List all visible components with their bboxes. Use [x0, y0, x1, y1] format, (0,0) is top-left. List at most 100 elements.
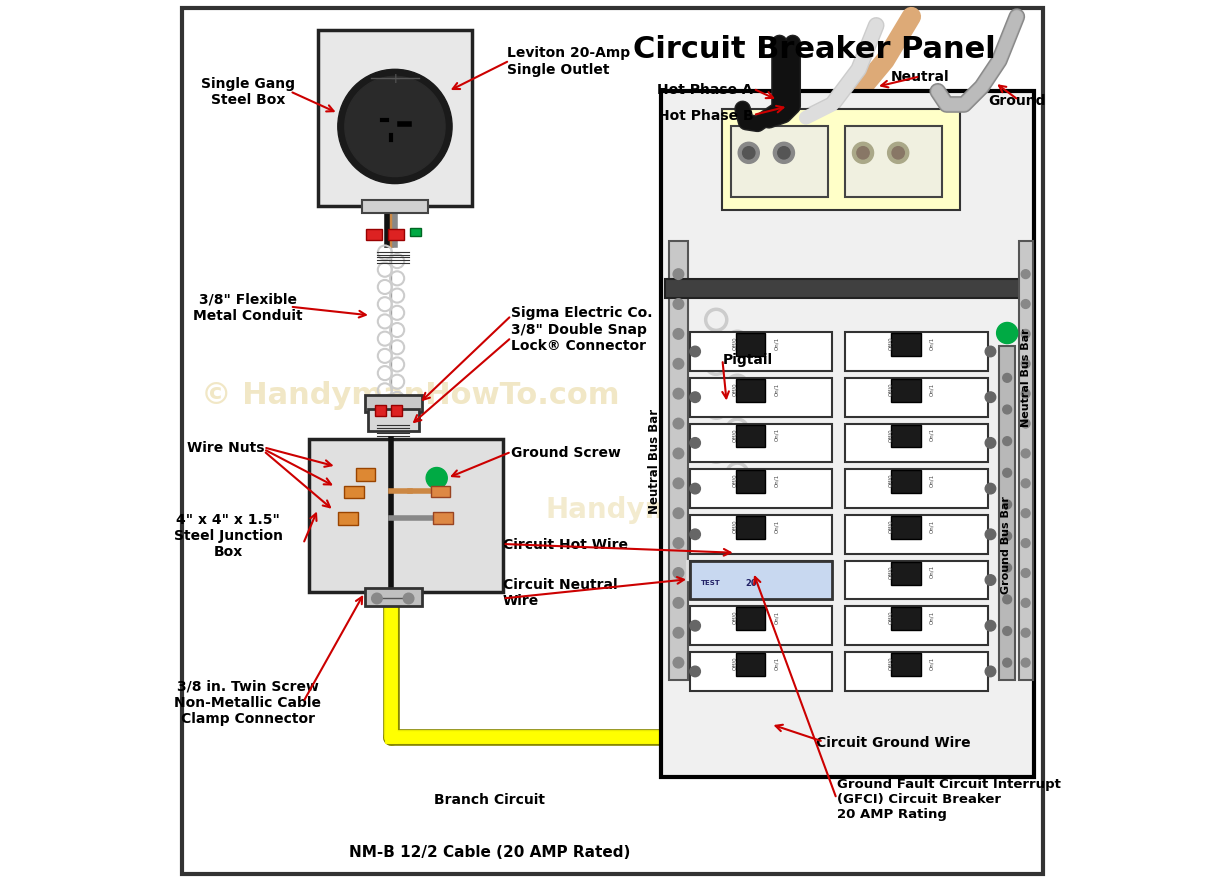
Circle shape — [674, 508, 684, 519]
Text: Ground Fault Circuit Interrupt
(GFCI) Circuit Breaker
20 AMP Rating: Ground Fault Circuit Interrupt (GFCI) Ci… — [837, 778, 1061, 820]
Circle shape — [888, 143, 909, 164]
Text: Off/0: Off/0 — [733, 565, 737, 578]
Text: On/1: On/1 — [930, 382, 935, 395]
Circle shape — [403, 594, 414, 604]
Circle shape — [985, 438, 996, 449]
FancyBboxPatch shape — [845, 378, 987, 417]
Circle shape — [1022, 330, 1030, 339]
Circle shape — [853, 143, 873, 164]
Circle shape — [690, 484, 701, 494]
FancyBboxPatch shape — [891, 653, 921, 676]
Circle shape — [1022, 360, 1030, 369]
Text: On/1: On/1 — [774, 565, 779, 578]
FancyBboxPatch shape — [735, 379, 766, 402]
FancyBboxPatch shape — [690, 652, 832, 691]
Circle shape — [1003, 532, 1012, 541]
FancyBboxPatch shape — [845, 652, 987, 691]
Circle shape — [1003, 406, 1012, 414]
FancyBboxPatch shape — [690, 470, 832, 508]
Circle shape — [742, 148, 755, 160]
FancyBboxPatch shape — [891, 516, 921, 539]
FancyBboxPatch shape — [365, 395, 421, 413]
FancyBboxPatch shape — [845, 333, 987, 371]
Text: On/1: On/1 — [774, 336, 779, 349]
Circle shape — [690, 392, 701, 403]
FancyBboxPatch shape — [690, 561, 832, 600]
FancyBboxPatch shape — [723, 110, 959, 211]
FancyBboxPatch shape — [845, 607, 987, 645]
Text: TEST: TEST — [701, 579, 720, 586]
FancyBboxPatch shape — [669, 241, 688, 680]
Text: On/1: On/1 — [930, 565, 935, 578]
Text: 20: 20 — [746, 578, 757, 587]
FancyBboxPatch shape — [735, 653, 766, 676]
Text: Off/0: Off/0 — [733, 428, 737, 441]
FancyBboxPatch shape — [690, 424, 832, 463]
FancyBboxPatch shape — [391, 406, 402, 416]
Text: 4" x 4" x 1.5"
Steel Junction
Box: 4" x 4" x 1.5" Steel Junction Box — [174, 513, 283, 558]
FancyBboxPatch shape — [690, 561, 832, 600]
Text: Off/0: Off/0 — [888, 382, 893, 395]
FancyBboxPatch shape — [434, 513, 452, 524]
FancyBboxPatch shape — [735, 425, 766, 448]
Circle shape — [1003, 500, 1012, 509]
FancyBboxPatch shape — [845, 515, 987, 554]
Circle shape — [1003, 437, 1012, 446]
Text: Off/0: Off/0 — [888, 428, 893, 441]
Text: Off/0: Off/0 — [733, 519, 737, 532]
Circle shape — [997, 323, 1018, 344]
FancyBboxPatch shape — [891, 562, 921, 585]
FancyBboxPatch shape — [369, 410, 419, 432]
Circle shape — [985, 575, 996, 586]
Text: Circuit Neutral
Wire: Circuit Neutral Wire — [502, 578, 617, 608]
Text: Off/0: Off/0 — [888, 656, 893, 669]
Text: Wire Nuts: Wire Nuts — [187, 441, 265, 455]
Text: Hot Phase A: Hot Phase A — [658, 83, 753, 97]
Circle shape — [1022, 479, 1030, 488]
Circle shape — [985, 347, 996, 357]
Circle shape — [674, 568, 684, 579]
FancyBboxPatch shape — [355, 469, 375, 481]
Circle shape — [1022, 599, 1030, 608]
Text: On/1: On/1 — [930, 656, 935, 669]
FancyBboxPatch shape — [665, 279, 1030, 299]
FancyBboxPatch shape — [430, 486, 450, 498]
Circle shape — [674, 628, 684, 638]
Circle shape — [674, 299, 684, 310]
Circle shape — [690, 438, 701, 449]
FancyBboxPatch shape — [361, 201, 428, 214]
FancyBboxPatch shape — [1000, 347, 1016, 680]
Circle shape — [985, 666, 996, 677]
Circle shape — [1003, 564, 1012, 572]
Circle shape — [690, 529, 701, 540]
Circle shape — [1022, 300, 1030, 309]
Circle shape — [985, 529, 996, 540]
Circle shape — [1003, 627, 1012, 636]
Text: © HandymanHowTo.com: © HandymanHowTo.com — [201, 381, 620, 409]
Circle shape — [985, 621, 996, 631]
Text: Neutral Bus Bar: Neutral Bus Bar — [1020, 328, 1030, 427]
FancyBboxPatch shape — [845, 470, 987, 508]
FancyBboxPatch shape — [845, 561, 987, 600]
Text: HandymanHowTo.com: HandymanHowTo.com — [546, 495, 891, 523]
Text: Off/0: Off/0 — [733, 336, 737, 349]
FancyBboxPatch shape — [845, 127, 942, 198]
Text: Ground: Ground — [989, 94, 1046, 108]
Circle shape — [674, 449, 684, 459]
FancyBboxPatch shape — [690, 515, 832, 554]
FancyBboxPatch shape — [410, 228, 421, 237]
Text: Off/0: Off/0 — [888, 565, 893, 578]
Text: Circuit Breaker Panel: Circuit Breaker Panel — [633, 35, 996, 64]
Circle shape — [985, 484, 996, 494]
Circle shape — [1022, 569, 1030, 578]
Text: Ground Bus Bar: Ground Bus Bar — [1001, 495, 1012, 594]
Text: On/1: On/1 — [774, 519, 779, 532]
Circle shape — [690, 347, 701, 357]
Text: Off/0: Off/0 — [733, 610, 737, 623]
Text: +: + — [390, 72, 402, 86]
Text: On/1: On/1 — [774, 473, 779, 486]
Circle shape — [690, 575, 701, 586]
Text: 3/8" Flexible
Metal Conduit: 3/8" Flexible Metal Conduit — [192, 292, 303, 322]
Text: On/1: On/1 — [774, 428, 779, 441]
FancyBboxPatch shape — [735, 562, 766, 585]
